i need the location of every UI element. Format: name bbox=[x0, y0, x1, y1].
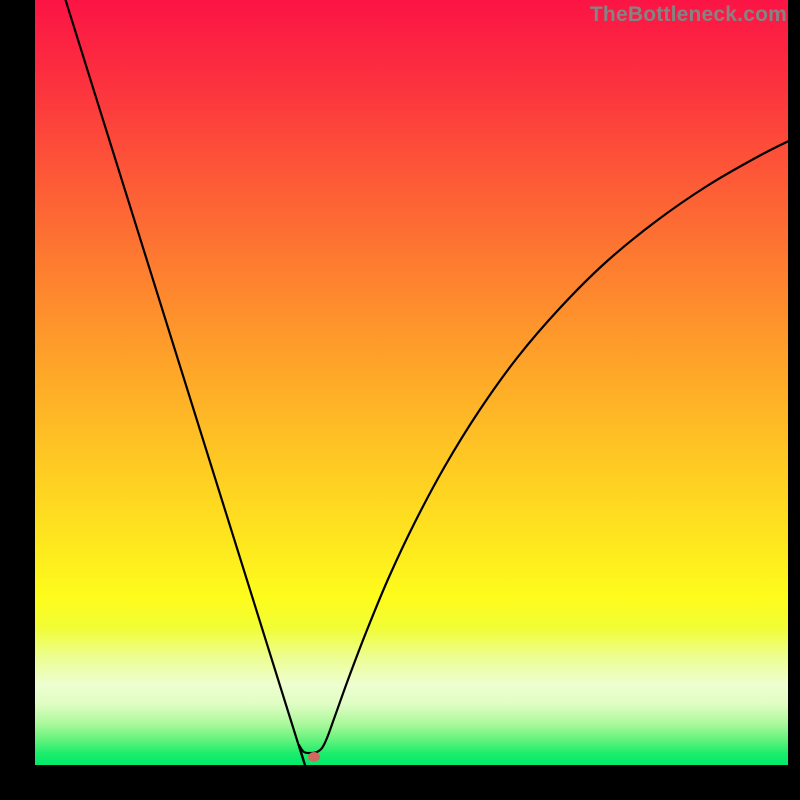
watermark-text: TheBottleneck.com bbox=[590, 3, 787, 27]
gradient-background bbox=[35, 0, 788, 765]
plot-area bbox=[35, 0, 788, 765]
chart-frame: TheBottleneck.com bbox=[0, 0, 800, 800]
chart-svg bbox=[35, 0, 788, 765]
optimum-marker bbox=[308, 752, 320, 762]
